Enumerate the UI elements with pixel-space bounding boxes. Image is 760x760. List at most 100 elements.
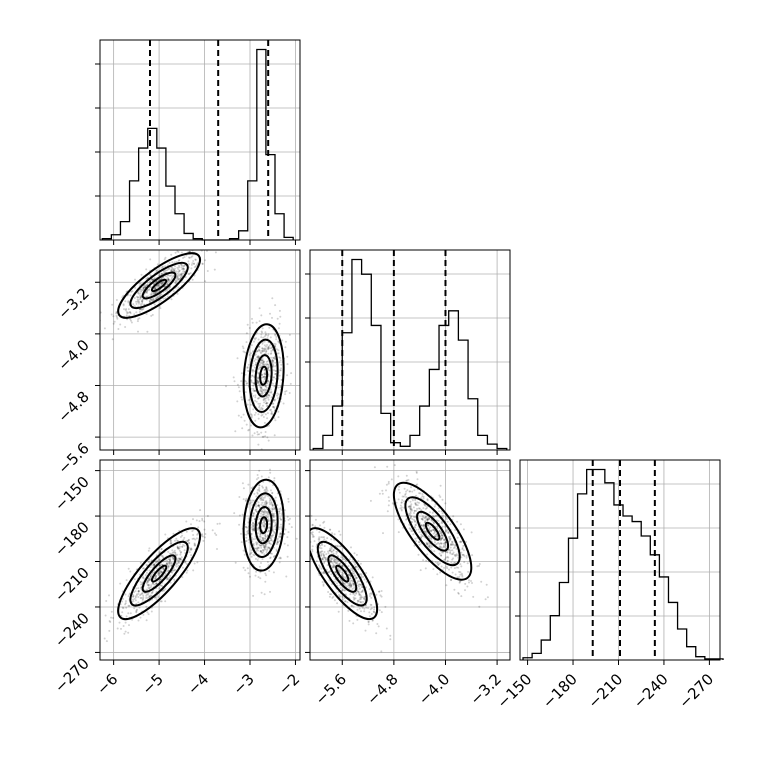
scatter-point-pair12 (440, 542, 443, 545)
scatter-point-pair01 (256, 382, 259, 385)
scatter-point-pair02 (273, 506, 276, 509)
scatter-point-pair02 (172, 551, 175, 554)
scatter-point-pair12 (361, 606, 364, 609)
scatter-point-pair01 (250, 352, 253, 355)
scatter-point-pair01 (167, 277, 170, 280)
scatter-point-pair12 (362, 575, 365, 578)
scatter-point-pair01 (265, 350, 268, 353)
scatter-point-pair02 (255, 478, 258, 481)
scatter-point-pair01 (232, 376, 235, 379)
scatter-point-pair01 (257, 368, 260, 371)
scatter-point-pair02 (258, 565, 261, 568)
scatter-point-pair02 (133, 597, 136, 600)
scatter-point-pair12 (359, 596, 362, 599)
scatter-point-pair01 (255, 337, 257, 340)
scatter-point-pair01 (257, 397, 260, 400)
scatter-point-pair12 (458, 570, 461, 573)
scatter-point-pair01 (265, 385, 268, 388)
scatter-point-pair12 (353, 561, 356, 564)
scatter-point-pair02 (256, 546, 259, 549)
scatter-point-pair12 (443, 525, 446, 528)
scatter-point-pair12 (405, 490, 408, 493)
scatter-point-pair01 (206, 270, 209, 272)
scatter-point-pair12 (398, 485, 401, 488)
scatter-point-pair02 (259, 549, 262, 552)
scatter-point-pair02 (283, 509, 286, 512)
scatter-point-pair12 (333, 599, 336, 602)
scatter-point-pair12 (459, 571, 462, 574)
scatter-point-pair12 (432, 520, 435, 523)
scatter-point-pair12 (346, 601, 349, 604)
scatter-point-pair01 (252, 389, 255, 392)
scatter-point-pair12 (403, 487, 406, 490)
scatter-point-pair02 (270, 502, 273, 505)
scatter-point-pair02 (252, 523, 255, 526)
scatter-point-pair01 (87, 318, 89, 320)
scatter-point-pair01 (157, 295, 160, 298)
scatter-point-pair01 (236, 383, 239, 386)
scatter-point-pair01 (274, 361, 277, 364)
scatter-point-pair12 (444, 541, 447, 544)
scatter-point-pair12 (370, 613, 373, 615)
scatter-point-pair02 (262, 539, 265, 542)
scatter-point-pair12 (468, 581, 470, 584)
scatter-point-pair12 (438, 543, 441, 545)
scatter-point-pair02 (182, 543, 185, 546)
scatter-point-pair02 (269, 468, 271, 471)
scatter-point-pair12 (415, 494, 418, 497)
scatter-point-pair02 (281, 513, 283, 516)
scatter-point-pair02 (258, 490, 261, 493)
scatter-point-pair01 (160, 272, 163, 275)
scatter-point-pair12 (339, 579, 342, 582)
scatter-point-pair12 (358, 593, 361, 596)
scatter-point-pair12 (323, 526, 326, 529)
scatter-point-pair12 (321, 536, 324, 539)
scatter-point-pair01 (262, 360, 265, 363)
scatter-point-pair12 (443, 559, 446, 561)
scatter-point-pair01 (168, 267, 171, 270)
scatter-point-pair01 (138, 292, 140, 295)
scatter-point-pair02 (260, 499, 263, 502)
scatter-point-pair01 (262, 404, 264, 407)
scatter-point-pair02 (251, 521, 254, 524)
scatter-point-pair02 (261, 509, 264, 512)
scatter-point-pair01 (275, 338, 278, 341)
scatter-point-pair12 (397, 498, 400, 501)
scatter-point-pair01 (162, 276, 165, 279)
scatter-point-pair01 (201, 262, 204, 265)
scatter-point-pair12 (352, 592, 355, 595)
scatter-point-pair12 (440, 554, 443, 557)
scatter-point-pair02 (170, 541, 173, 544)
scatter-point-pair12 (455, 547, 458, 550)
scatter-point-pair02 (125, 615, 128, 618)
scatter-point-pair12 (418, 507, 421, 510)
scatter-point-pair02 (145, 588, 148, 591)
scatter-point-pair02 (199, 509, 202, 512)
scatter-point-pair02 (183, 544, 186, 547)
scatter-point-pair01 (271, 316, 273, 319)
scatter-point-pair02 (144, 574, 147, 577)
scatter-point-pair12 (351, 572, 354, 575)
scatter-point-pair12 (465, 540, 467, 543)
scatter-point-pair01 (256, 384, 259, 387)
scatter-point-pair12 (425, 559, 428, 562)
scatter-point-pair12 (329, 560, 332, 562)
scatter-point-pair01 (264, 435, 267, 438)
scatter-point-pair12 (428, 527, 431, 530)
scatter-point-pair12 (337, 576, 340, 579)
scatter-point-pair12 (341, 595, 344, 598)
scatter-point-pair01 (257, 376, 260, 379)
scatter-group-pair12 (310, 464, 489, 653)
scatter-point-pair02 (158, 564, 161, 567)
scatter-point-pair02 (279, 532, 282, 535)
scatter-point-pair02 (287, 519, 290, 521)
scatter-point-pair02 (267, 546, 270, 549)
scatter-point-pair01 (182, 270, 185, 273)
scatter-point-pair12 (433, 515, 436, 518)
scatter-point-pair01 (136, 298, 139, 301)
scatter-point-pair01 (240, 416, 243, 419)
scatter-point-pair12 (350, 583, 352, 586)
scatter-point-pair01 (176, 266, 179, 269)
scatter-point-pair12 (318, 531, 321, 534)
scatter-point-pair01 (270, 391, 273, 394)
